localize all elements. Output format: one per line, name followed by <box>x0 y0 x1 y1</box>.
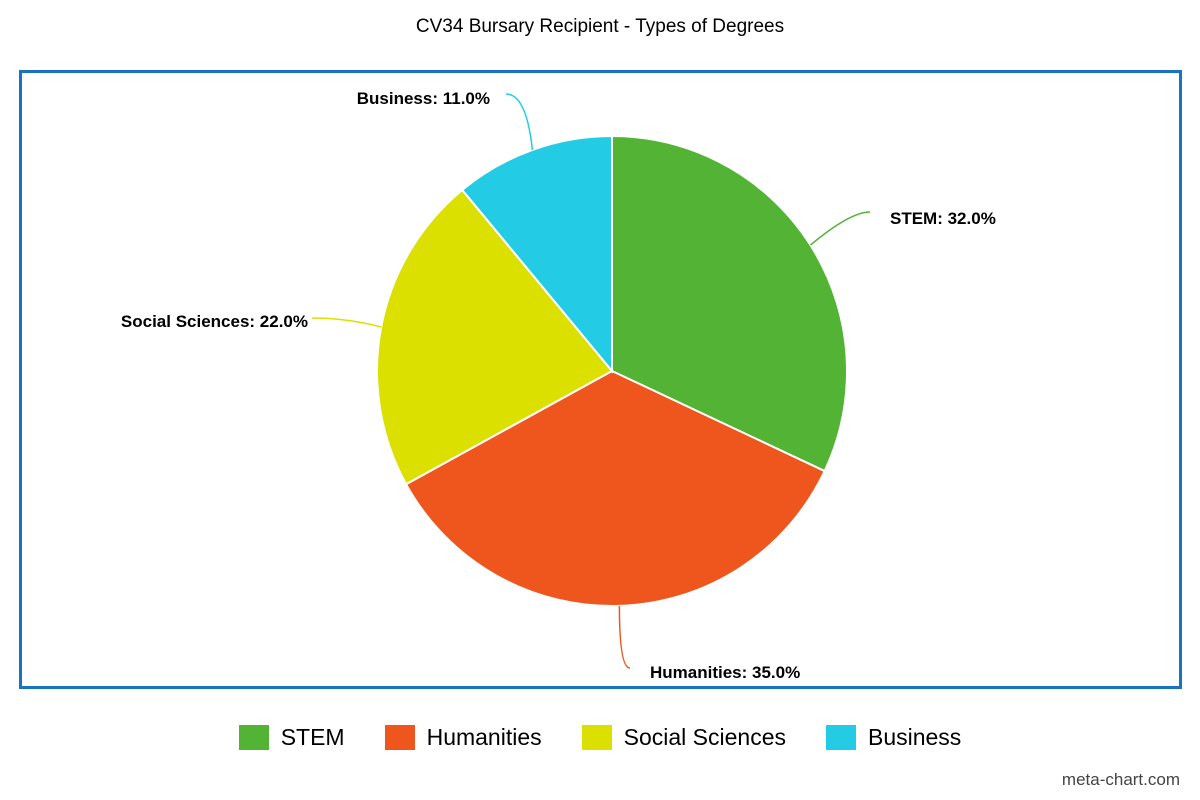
legend-label-business: Business <box>867 724 962 750</box>
pie-slice-business[interactable] <box>460 134 613 374</box>
leader-line-stem <box>809 211 871 246</box>
legend-swatch-social-sciences <box>581 725 612 750</box>
watermark: meta-chart.com <box>1061 770 1180 789</box>
legend-label-social-sciences: Social Sciences <box>623 724 786 750</box>
legend-swatch-business <box>825 725 856 750</box>
leader-line-humanities <box>618 605 631 669</box>
legend-item-humanities[interactable]: Humanities <box>384 724 542 751</box>
legend-label-humanities: Humanities <box>426 724 542 750</box>
legend-item-business[interactable]: Business <box>825 724 962 751</box>
slice-label-business: Business: 11.0% <box>357 89 490 108</box>
pie-slice-stem[interactable] <box>611 134 848 473</box>
leader-line-business <box>505 93 534 150</box>
legend-label-stem: STEM <box>280 724 345 750</box>
leader-line-social-sciences <box>311 317 382 328</box>
legend: STEM Humanities Social Sciences Business <box>0 724 1200 751</box>
legend-item-stem[interactable]: STEM <box>238 724 345 751</box>
slice-label-social-sciences: Social Sciences: 22.0% <box>121 312 308 331</box>
legend-swatch-humanities <box>384 725 415 750</box>
slice-label-humanities: Humanities: 35.0% <box>650 663 800 682</box>
legend-item-social-sciences[interactable]: Social Sciences <box>581 724 786 751</box>
slice-label-stem: STEM: 32.0% <box>890 209 996 228</box>
chart-title: CV34 Bursary Recipient - Types of Degree… <box>415 16 785 37</box>
pie-slice-humanities[interactable] <box>404 369 826 607</box>
legend-swatch-stem <box>238 725 269 750</box>
